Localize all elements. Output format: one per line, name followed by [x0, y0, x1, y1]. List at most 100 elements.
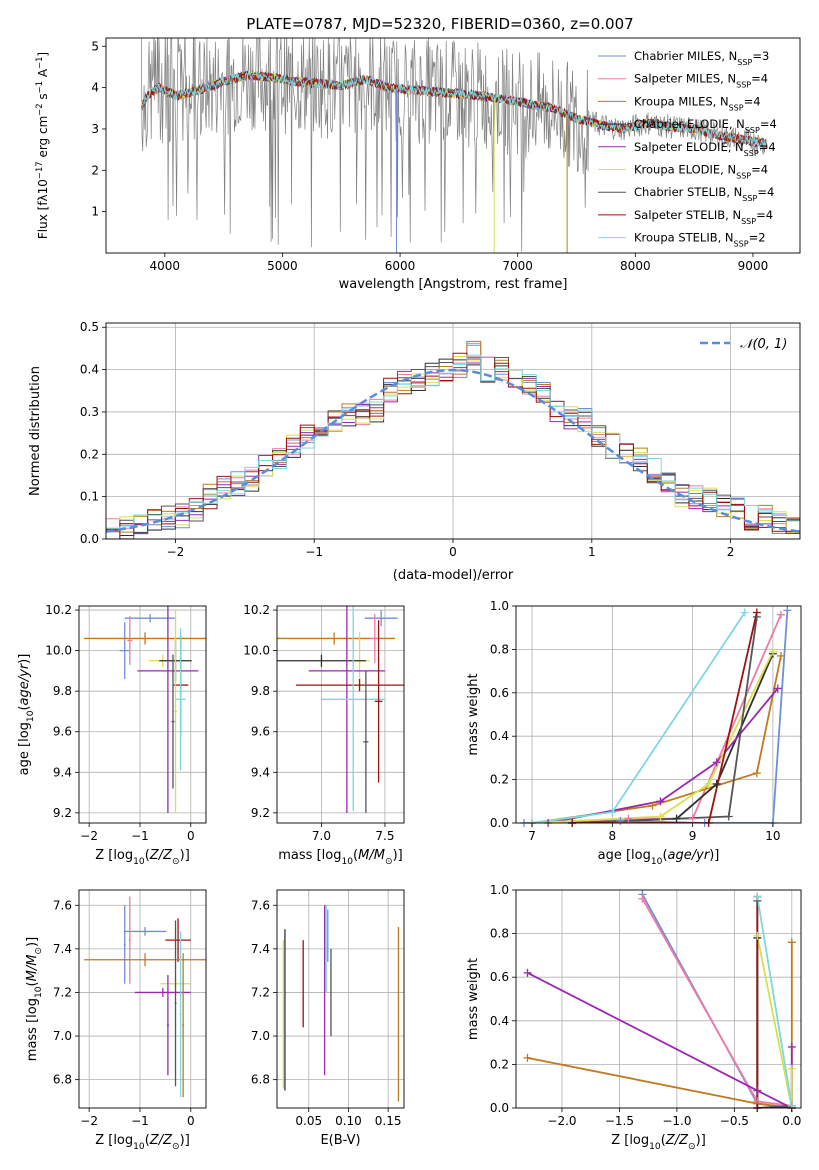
y-tick-label: 0.1 [80, 490, 99, 504]
legend-label-part: =4 [751, 72, 768, 86]
x-axis-label: Z [log10(Z/Z⊙)] [95, 1133, 190, 1152]
y-tick-label: 0.3 [80, 405, 99, 419]
x-tick-label: 2 [727, 545, 735, 559]
weight-marker [656, 797, 665, 806]
plot-area [84, 606, 206, 813]
y-tick-label: 9.2 [251, 806, 270, 820]
x-axis-label-part: ⊙ [385, 857, 393, 867]
x-tick-label: 0.05 [295, 1114, 322, 1128]
weight-marker [773, 684, 782, 693]
legend-label: 𝒩(0, 1) [740, 337, 787, 352]
panel-age-vs-Z: −2 −1 09.29.49.69.810.010.2Z [log10(Z/Z⊙)]… [17, 603, 207, 867]
x-tick-label: 7.0 [312, 829, 331, 843]
plot-area [140, 38, 768, 253]
legend-label-part: Chabrier MILES, N [634, 49, 737, 63]
y-axis-label-part: −2 [34, 103, 44, 115]
y-axis-label: age [log10(age/yr)] [17, 654, 36, 776]
y-tick-label: 0.8 [490, 642, 509, 656]
weight-marker [724, 812, 733, 821]
x-tick-label: 0.0 [782, 1114, 801, 1128]
panel-mass-vs-Z: −2 −1 06.87.07.27.47.6Z [log10(Z/Z⊙)]mass … [25, 889, 207, 1152]
y-axis-label-part: ⊙ [34, 947, 44, 955]
y-tick-label: 7.2 [251, 985, 270, 999]
y-tick-label: 10.2 [243, 603, 270, 617]
legend-label-part: Salpeter ELODIE, N [634, 140, 744, 154]
y-tick-label: 0.2 [490, 1057, 509, 1071]
x-axis-label: Z [log10(Z/Z⊙)] [611, 1133, 706, 1152]
y-tick-label: 0.2 [490, 773, 509, 787]
x-axis-label-part: )] [709, 848, 719, 863]
weight-marker [608, 808, 617, 817]
weight-marker [523, 1053, 532, 1062]
x-axis-label: wavelength [Angstrom, rest frame] [339, 277, 568, 292]
normal-curve [106, 368, 800, 533]
x-axis-label-part: ⊙ [172, 857, 180, 867]
x-tick-label: −1.5 [605, 1114, 634, 1128]
y-axis-label-part: )] [17, 654, 32, 664]
weight-marker [753, 892, 762, 901]
axes-frame [276, 889, 405, 1109]
y-tick-label: 1.0 [490, 883, 509, 897]
legend-label-part: Salpeter MILES, N [634, 72, 736, 86]
y-tick-label: 7.2 [53, 985, 72, 999]
y-tick-label: 0.2 [80, 447, 99, 461]
y-axis-label-part: )] [25, 937, 40, 947]
y-tick-label: 9.4 [251, 765, 270, 779]
x-axis-label-part: Z [log [95, 1133, 133, 1148]
axes-frame [515, 889, 802, 1109]
y-tick-label: 6.8 [251, 1073, 270, 1087]
plot-area [84, 896, 206, 1098]
x-axis-label-part: 10 [649, 1142, 661, 1152]
y-tick-label: 0.0 [490, 1101, 509, 1115]
plot-area [106, 340, 800, 539]
x-axis-label-part: M/M [358, 848, 385, 863]
y-tick-label: 10.0 [243, 644, 270, 658]
axes-frame [276, 605, 405, 824]
weight-marker [753, 1086, 762, 1095]
x-axis-label-part: Z/Z [665, 1133, 689, 1148]
legend-label-part: SSP [737, 58, 752, 67]
panel-weight-vs-Z: −2.0 −1.5 −1.0 −0.5 0.0 0.0 0.2 0.4 0.6 0.8 1.0 Z [… [466, 883, 802, 1152]
weight-line [756, 935, 793, 1108]
weight-marker [523, 968, 532, 977]
y-tick-label: 7.4 [53, 942, 72, 956]
legend-label: Kroupa STELIB, NSSP=2 [634, 231, 766, 249]
x-tick-label: 1 [588, 545, 596, 559]
legend-label: Kroupa ELODIE, NSSP=4 [634, 163, 768, 181]
x-tick-label: 7000 [502, 259, 533, 273]
x-tick-label: −0.5 [720, 1114, 749, 1128]
y-tick-label: 0.4 [490, 1014, 509, 1028]
panel-residuals: −2 −1 0 1 2 0.0 0.1 0.2 0.3 0.4 0.5 (data-model)/er… [28, 320, 801, 583]
plot-area [277, 606, 404, 813]
weight-marker [648, 801, 657, 810]
x-tick-label: 6000 [385, 259, 416, 273]
x-axis-label-part: )] [696, 1133, 706, 1148]
panel-age-vs-mass: 7.0 7.5 9.2 9.4 9.6 9.8 10.0 10.2 mass [log10(M/… [243, 603, 405, 867]
x-axis-label-part: ( [353, 848, 358, 863]
weight-marker [672, 814, 681, 823]
y-axis-label: Normed distribution [28, 366, 43, 496]
x-axis-label-part: )] [393, 848, 403, 863]
weight-marker [787, 1064, 796, 1073]
legend-label-part: SSP [736, 171, 751, 180]
weight-marker [787, 938, 796, 947]
y-tick-label: 3 [91, 122, 99, 136]
legend-label-part: =4 [757, 185, 774, 199]
x-axis-label: mass [log10(M/M⊙)] [278, 848, 402, 867]
y-tick-label: 0.5 [80, 320, 99, 334]
x-tick-label: 9000 [738, 259, 769, 273]
y-tick-label: 10.2 [45, 603, 72, 617]
legend-label-part: SSP [744, 148, 759, 157]
weight-marker [776, 651, 785, 660]
legend-label-part: SSP [736, 80, 751, 89]
panel-spectrum: 4000 5000 6000 7000 8000 9000 1 2 3 4 5 wavelength … [34, 37, 801, 292]
x-axis-label-part: ⊙ [172, 1142, 180, 1152]
weight-marker [712, 779, 721, 788]
y-tick-label: 1.0 [490, 599, 509, 613]
legend-label-part: SSP [734, 239, 749, 248]
x-tick-label: −2 [80, 829, 98, 843]
legend-label: Chabrier ELODIE, NSSP=4 [634, 117, 777, 135]
x-axis-label-part: mass [log [278, 848, 341, 863]
